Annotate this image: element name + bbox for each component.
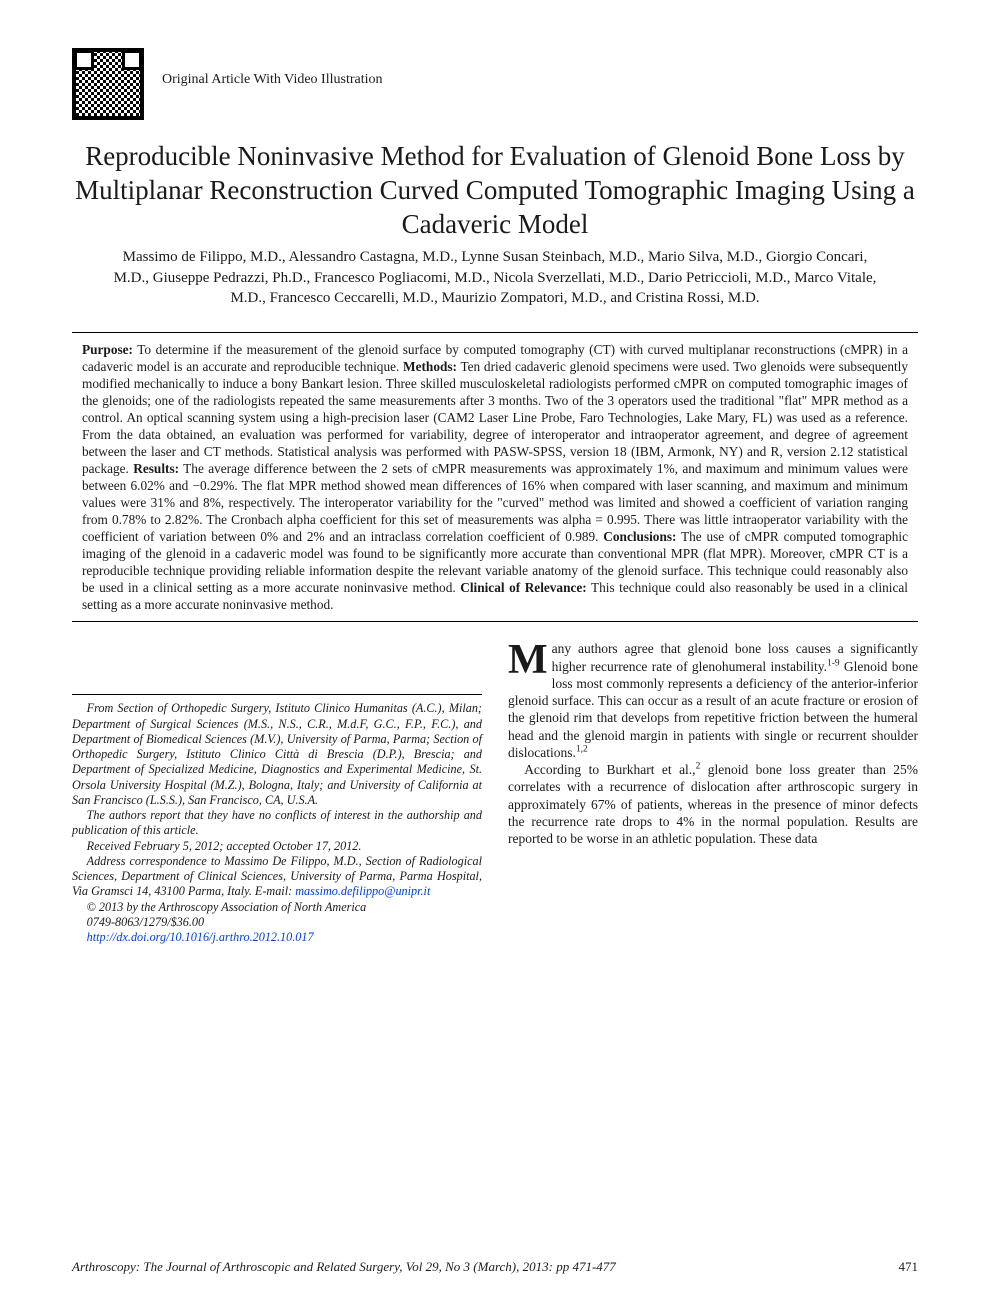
ref-superscript: 1-9	[827, 658, 840, 668]
abstract-clinical-label: Clinical of Relevance:	[460, 580, 587, 595]
abstract-purpose-label: Purpose:	[82, 342, 133, 357]
doi-link[interactable]: http://dx.doi.org/10.1016/j.arthro.2012.…	[72, 930, 482, 945]
abstract-methods-label: Methods:	[403, 359, 457, 374]
p2-text-a: According to Burkhart et al.,	[524, 762, 695, 777]
affiliations-block: From Section of Orthopedic Surgery, Isti…	[72, 694, 482, 945]
ref-superscript: 1,2	[576, 744, 588, 754]
page-footer: Arthroscopy: The Journal of Arthroscopic…	[72, 1259, 918, 1275]
affiliations-dates: Received February 5, 2012; accepted Octo…	[72, 839, 482, 854]
right-column: Many authors agree that glenoid bone los…	[508, 640, 918, 945]
header-row: Original Article With Video Illustration	[72, 48, 918, 120]
affiliations-issn: 0749-8063/1279/$36.00	[72, 915, 482, 930]
affiliations-from: From Section of Orthopedic Surgery, Isti…	[72, 701, 482, 808]
correspondence-email-link[interactable]: massimo.defilippo@unipr.it	[295, 884, 430, 898]
divider	[72, 621, 918, 622]
abstract-results-label: Results:	[133, 461, 179, 476]
divider	[72, 332, 918, 333]
footer-citation: Arthroscopy: The Journal of Arthroscopic…	[72, 1259, 616, 1275]
abstract-conclusions-label: Conclusions:	[603, 529, 676, 544]
affiliations-copyright: © 2013 by the Arthroscopy Association of…	[72, 900, 482, 915]
body-paragraph-2: According to Burkhart et al.,2 glenoid b…	[508, 761, 918, 847]
author-list: Massimo de Filippo, M.D., Alessandro Cas…	[112, 247, 878, 308]
qr-code-icon	[72, 48, 144, 120]
page-number: 471	[899, 1259, 919, 1275]
affiliations-correspondence: Address correspondence to Massimo De Fil…	[72, 854, 482, 900]
left-column: From Section of Orthopedic Surgery, Isti…	[72, 640, 482, 945]
abstract-methods-text: Ten dried cadaveric glenoid specimens we…	[82, 359, 908, 476]
body-columns: From Section of Orthopedic Surgery, Isti…	[72, 640, 918, 945]
affiliations-coi: The authors report that they have no con…	[72, 808, 482, 839]
abstract: Purpose: To determine if the measurement…	[82, 341, 908, 613]
article-type: Original Article With Video Illustration	[162, 72, 383, 88]
dropcap: M	[508, 640, 552, 680]
body-paragraph-1: Many authors agree that glenoid bone los…	[508, 640, 918, 761]
article-title: Reproducible Noninvasive Method for Eval…	[72, 140, 918, 241]
